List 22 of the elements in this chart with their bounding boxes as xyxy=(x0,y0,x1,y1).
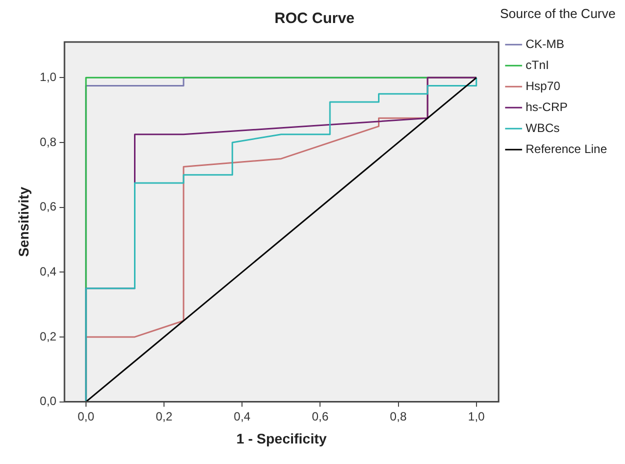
x-tick-label: 1,0 xyxy=(468,409,486,424)
y-tick-label: 0,6 xyxy=(40,200,57,214)
y-tick-label: 1,0 xyxy=(40,70,57,84)
legend-label: CK-MB xyxy=(526,36,564,51)
legend-label: WBCs xyxy=(526,120,560,135)
y-tick-label: 0,4 xyxy=(40,264,57,278)
x-tick-label: 0,4 xyxy=(234,409,251,424)
legend-label: Hsp70 xyxy=(526,78,561,93)
legend-title: Source of the Curve xyxy=(500,6,616,22)
y-tick-label: 0,0 xyxy=(40,394,57,408)
chart-title: ROC Curve xyxy=(274,10,355,28)
y-tick-label: 0,8 xyxy=(40,134,57,149)
legend-label: Reference Line xyxy=(526,142,608,156)
y-axis-title: Sensitivity xyxy=(15,186,32,257)
x-axis-title: 1 - Specificity xyxy=(236,430,327,446)
x-tick-label: 0,8 xyxy=(390,409,407,424)
legend-label: hs-CRP xyxy=(526,100,568,114)
x-tick-label: 0,2 xyxy=(156,409,173,424)
x-tick-label: 0,0 xyxy=(78,409,95,424)
x-tick-label: 0,6 xyxy=(312,409,329,424)
y-tick-label: 0,2 xyxy=(40,329,57,344)
legend-label: cTnI xyxy=(526,58,549,72)
